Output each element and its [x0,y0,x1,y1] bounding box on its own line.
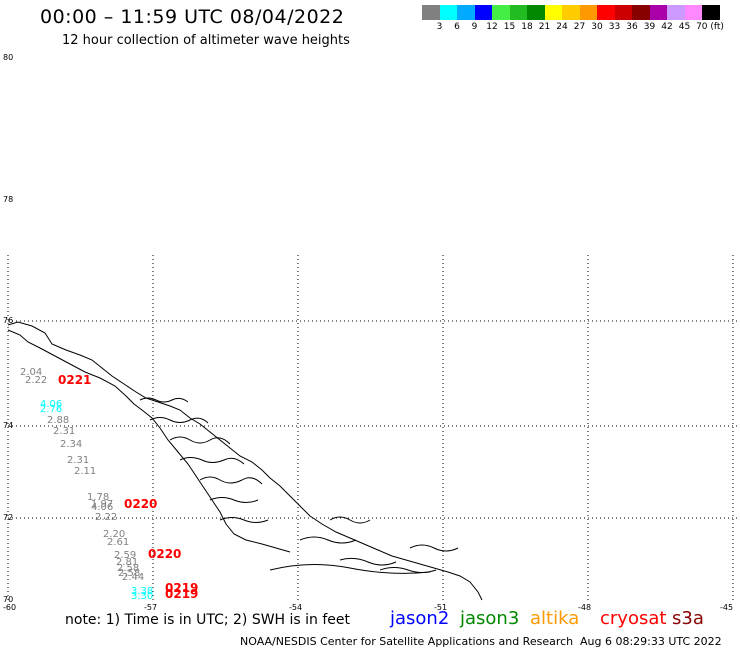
page-subtitle: 12 hour collection of altimeter wave hei… [62,33,350,48]
coastline-detail [169,436,231,445]
credit-line: NOAA/NESDIS Center for Satellite Applica… [240,635,574,648]
wave-height-value: 2.58 [118,568,140,579]
satellite-s3a: s3a [672,608,704,629]
latitude-label: 78 [3,195,13,204]
scale-label: 30 [591,22,603,32]
wave-height-value: 2.31 [67,455,89,466]
wave-height-value: 1.78 [87,492,109,503]
wave-height-value: 3.38 [131,586,153,597]
scale-label: 6 [454,22,460,32]
scale-swatch [667,5,685,20]
scale-swatch [509,5,528,20]
track-label: 0219 [165,581,198,595]
wave-height-value: 2.22 [25,375,47,386]
wave-height-value: 2.20 [103,529,125,540]
wave-height-value: 2.59 [114,550,136,561]
coastline [7,329,291,553]
longitude-label: -45 [720,603,733,612]
longitude-label: -51 [434,603,447,612]
longitude-label: -54 [289,603,302,612]
scale-swatch [684,5,703,20]
coastline-detail [269,563,431,574]
coastline-detail [329,516,371,524]
track-label: 0221 [58,373,91,387]
footer-note: note: 1) Time is in UTC; 2) SWH is in fe… [65,612,351,628]
scale-label: 33 [608,22,621,32]
latitude-label: 74 [3,421,13,430]
wave-height-value: 4.06 [40,399,62,410]
wave-height-value: 2.44 [122,572,144,583]
scale-label: 39 [643,22,656,32]
wave-height-value: 2.81 [116,557,138,568]
scale-swatch [579,5,598,20]
scale-swatch [562,5,580,20]
latitude-label: 80 [3,53,13,62]
coastline [7,321,483,601]
scale-swatch [527,5,545,20]
scale-label: 45 [678,22,691,32]
coastline-detail [299,536,357,544]
coastline-detail [179,457,245,465]
wave-height-value: 2.04 [20,367,42,378]
scale-label: 12 [486,22,498,32]
coastline-detail [219,517,269,523]
scale-swatch [474,5,493,20]
wave-height-value: 4.06 [91,502,113,513]
scale-label: 15 [503,22,516,32]
coastline-detail [139,397,189,403]
satellite-altika: altika [530,608,580,629]
coastline-detail [199,476,263,485]
coastline-detail [209,497,259,503]
scale-label: 27 [573,22,586,32]
wave-height-value: 2.31 [53,426,75,437]
satellite-jason2: jason2 [390,608,450,629]
latitude-label: 72 [3,513,13,522]
scale-swatch [439,5,458,20]
scale-swatch [614,5,633,20]
scale-label: 42 [661,22,673,32]
latitude-label: 70 [3,595,13,604]
page-title: 00:00 – 11:59 UTC 08/04/2022 [40,6,345,28]
scale-label: 18 [521,22,533,32]
scale-label: 70 (ft) [696,22,724,32]
wave-height-value: 2.11 [74,466,96,477]
coastline-detail [149,417,209,424]
wave-height-value: 2.58 [117,563,139,574]
scale-label: 9 [471,22,478,32]
wave-height-value: 2.34 [60,439,82,450]
satellite-jason3: jason3 [460,608,520,629]
wave-height-value: 2.88 [47,415,69,426]
wave-height-value: 2.61 [107,537,129,548]
scale-swatch [492,5,510,20]
scale-swatch [422,5,440,20]
scale-label: 21 [538,22,551,32]
scale-label: 36 [626,22,638,32]
longitude-label: -57 [144,603,157,612]
scale-swatch [649,5,668,20]
wave-height-value: 3.30 [131,591,153,602]
scale-swatch [632,5,650,20]
track-label: 0220 [124,497,157,511]
scale-label: 24 [556,22,568,32]
scale-swatch [702,5,720,20]
track-label: 0220 [148,547,181,561]
longitude-label: -48 [578,603,591,612]
scale-swatch [544,5,563,20]
wave-height-value: 2.22 [95,512,117,523]
generated-timestamp: Aug 6 08:29:33 UTC 2022 [580,635,722,648]
track-label: 0219 [165,587,198,601]
coastline-detail [339,557,397,566]
latitude-label: 76 [3,316,13,325]
scale-swatch [457,5,475,20]
scale-label: 3 [436,22,443,32]
wave-height-value: 2.76 [40,404,62,415]
scale-swatch [597,5,615,20]
satellite-cryosat: cryosat [600,608,667,629]
coastline-detail [409,544,459,552]
longitude-label: -60 [3,603,16,612]
wave-height-value: 1.97 [91,499,113,510]
